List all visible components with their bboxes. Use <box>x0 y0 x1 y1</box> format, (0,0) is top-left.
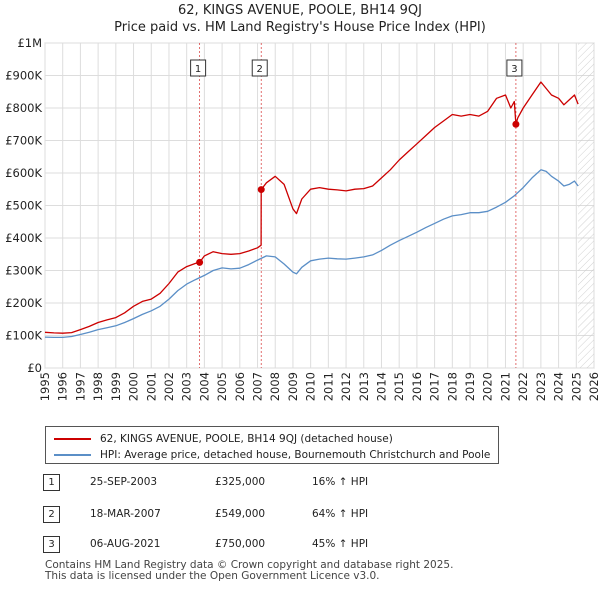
sale-price: £325,000 <box>215 476 266 488</box>
sale-label-number: 3 <box>511 64 517 75</box>
axes: £0 £100K £200K £300K £400K £500K £600K £700K £80… <box>5 36 600 401</box>
x-tick-label: 2009 <box>286 372 300 401</box>
sale-date: 25-SEP-2003 <box>90 476 158 488</box>
x-tick-label: 2015 <box>392 372 406 401</box>
sale-point <box>512 120 520 128</box>
x-tick-label: 2008 <box>268 372 282 401</box>
y-tick-label: £100K <box>5 329 42 343</box>
future-hatch <box>578 43 594 368</box>
table-row: 1 25-SEP-2003 £325,000 16% ↑ HPI <box>40 474 480 492</box>
y-tick-label: £800K <box>5 101 42 115</box>
price-chart: £0 £100K £200K £300K £400K £500K £600K £700K £80… <box>5 36 600 401</box>
x-tick-label: 2021 <box>498 372 512 401</box>
legend: 62, KINGS AVENUE, POOLE, BH14 9QJ (detac… <box>45 426 499 464</box>
property-price-line <box>44 81 579 334</box>
legend-label-property: 62, KINGS AVENUE, POOLE, BH14 9QJ (detac… <box>100 433 393 445</box>
sale-hpi-delta: 64% ↑ HPI <box>312 508 369 520</box>
x-tick-label: 2011 <box>321 372 335 401</box>
x-tick-label: 2026 <box>587 372 600 401</box>
x-tick-label: 2013 <box>357 372 371 401</box>
sale-label-box <box>251 59 268 77</box>
x-tick-label: 2000 <box>127 372 141 401</box>
y-tick-label: £500K <box>5 199 42 213</box>
footer: Contains HM Land Registry data © Crown c… <box>45 560 453 582</box>
sale-label-box <box>506 59 523 77</box>
x-tick-label: 2002 <box>162 372 176 401</box>
x-tick-label: 2012 <box>339 372 353 401</box>
y-tick-label: £600K <box>5 166 42 180</box>
table-row: 2 18-MAR-2007 £549,000 64% ↑ HPI <box>40 506 480 524</box>
x-tick-label: 1999 <box>109 372 123 401</box>
sale-number-badge: 1 <box>43 474 60 491</box>
x-tick-label: 2005 <box>215 372 229 401</box>
y-tick-label: £200K <box>5 296 42 310</box>
x-tick-label: 1996 <box>56 372 70 401</box>
sale-date: 06-AUG-2021 <box>90 538 161 550</box>
sale-label-number: 2 <box>257 64 263 75</box>
x-tick-label: 2004 <box>197 372 211 401</box>
sale-number-badge: 2 <box>43 506 60 523</box>
y-tick-label: £400K <box>5 231 42 245</box>
sale-number-badge: 3 <box>43 536 60 553</box>
x-tick-label: 2016 <box>410 372 424 401</box>
x-tick-label: 2025 <box>569 372 583 401</box>
x-tick-label: 2023 <box>534 372 548 401</box>
chart-subtitle: Price paid vs. HM Land Registry's House … <box>114 20 486 35</box>
x-tick-label: 2018 <box>445 372 459 401</box>
sale-price: £549,000 <box>215 508 266 520</box>
sale-point <box>196 258 204 266</box>
chart-title: 62, KINGS AVENUE, POOLE, BH14 9QJ <box>178 3 422 18</box>
x-tick-label: 2024 <box>552 372 566 401</box>
y-tick-label: £0 <box>27 361 42 375</box>
x-tick-label: 2019 <box>463 372 477 401</box>
x-tick-label: 2006 <box>233 372 247 401</box>
x-tick-label: 2003 <box>180 372 194 401</box>
sale-price: £750,000 <box>215 538 266 550</box>
footer-copyright: Contains HM Land Registry data © Crown c… <box>45 559 454 571</box>
x-tick-label: 2017 <box>428 372 442 401</box>
y-tick-label: £900K <box>5 69 42 83</box>
x-tick-label: 2014 <box>374 372 388 401</box>
sale-markers: 1 2 3 <box>190 59 523 266</box>
x-tick-label: 2010 <box>304 372 318 401</box>
legend-swatch-property <box>54 438 91 440</box>
x-tick-label: 2022 <box>516 372 530 401</box>
x-tick-label: 2001 <box>144 372 158 401</box>
legend-label-hpi: HPI: Average price, detached house, Bour… <box>100 449 491 461</box>
x-tick-label: 1998 <box>91 372 105 401</box>
grid <box>44 42 595 369</box>
sale-hpi-delta: 45% ↑ HPI <box>312 538 369 550</box>
legend-swatch-hpi <box>54 454 91 456</box>
x-tick-label: 1997 <box>73 372 87 401</box>
sale-date: 18-MAR-2007 <box>90 508 161 520</box>
sale-hpi-delta: 16% ↑ HPI <box>312 476 369 488</box>
sale-label-number: 1 <box>195 64 201 75</box>
y-tick-label: £300K <box>5 264 42 278</box>
hpi-line <box>44 169 579 339</box>
footer-licence: This data is licensed under the Open Gov… <box>45 570 380 582</box>
x-tick-label: 2020 <box>481 372 495 401</box>
y-tick-label: £700K <box>5 134 42 148</box>
series <box>44 81 579 339</box>
x-tick-label: 2007 <box>251 372 265 401</box>
table-row: 3 06-AUG-2021 £750,000 45% ↑ HPI <box>40 536 480 554</box>
y-tick-label: £1M <box>17 36 42 50</box>
sale-label-box <box>190 59 207 77</box>
x-tick-label: 1995 <box>38 372 52 401</box>
chart-title-block: 62, KINGS AVENUE, POOLE, BH14 9QJ Price … <box>0 2 600 36</box>
sale-point <box>257 186 265 194</box>
